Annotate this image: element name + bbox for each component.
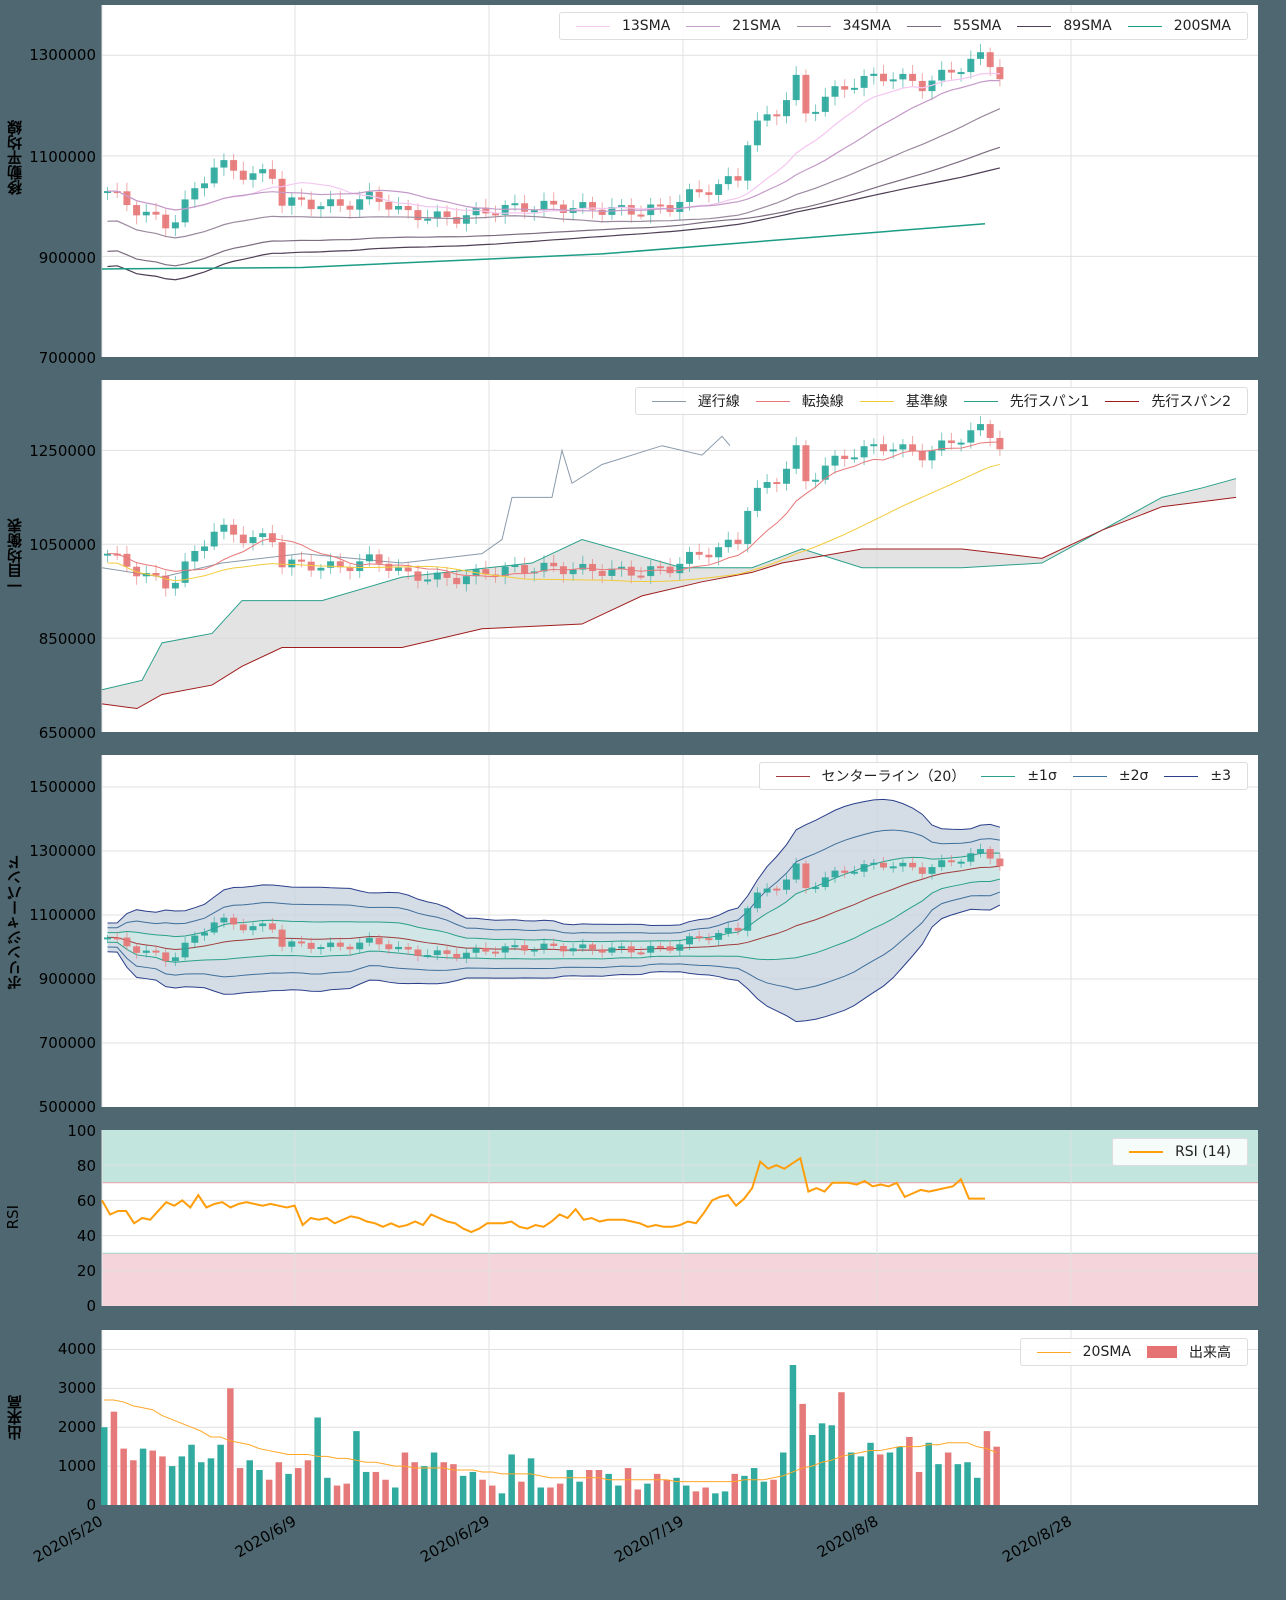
- ytick: 900000: [38, 249, 96, 267]
- ytick: 3000: [57, 1379, 96, 1397]
- legend-34sma: 34SMA: [796, 18, 891, 34]
- legend-senkou-b: 先行スパン2: [1105, 391, 1231, 411]
- ichimoku-panel: 遅行線 転換線 基準線 先行スパン1 先行スパン2: [101, 380, 1258, 732]
- xtick: 2020/8/8: [813, 1512, 881, 1562]
- xtick: 2020/6/9: [231, 1512, 299, 1562]
- ichimoku-ylabel: 一目均衡表: [6, 518, 24, 593]
- bollinger-legend: センターライン（20） ±1σ ±2σ ±3: [758, 762, 1248, 790]
- legend-senkou-a: 先行スパン1: [963, 391, 1089, 411]
- xtick: 2020/5/20: [30, 1512, 107, 1567]
- xtick: 2020/8/28: [999, 1512, 1075, 1567]
- legend-centerline: センターライン（20）: [775, 766, 965, 786]
- legend-rsi: RSI (14): [1129, 1144, 1231, 1160]
- ytick: 60: [76, 1192, 96, 1210]
- ytick: 1300000: [29, 46, 96, 64]
- ytick: 1300000: [29, 842, 96, 860]
- ytick: 650000: [38, 724, 96, 742]
- ytick: 100: [67, 1122, 96, 1140]
- ytick: 700000: [38, 1034, 96, 1052]
- ytick: 700000: [38, 349, 96, 367]
- ichimoku-legend: 遅行線 転換線 基準線 先行スパン1 先行スパン2: [634, 387, 1248, 415]
- ytick: 1100000: [29, 906, 96, 924]
- legend-3sigma: ±3: [1164, 768, 1231, 784]
- rsi-legend: RSI (14): [1112, 1138, 1248, 1166]
- sma-legend: 13SMA 21SMA 34SMA 55SMA 89SMA 200SMA: [558, 12, 1248, 40]
- legend-200sma: 200SMA: [1127, 18, 1231, 34]
- ytick: 80: [76, 1157, 96, 1175]
- ytick: 1100000: [29, 148, 96, 166]
- legend-tenkan: 転換線: [755, 391, 844, 411]
- legend-kijun: 基準線: [859, 391, 948, 411]
- rsi-ylabel: RSI: [4, 1205, 22, 1230]
- sma-panel: 13SMA 21SMA 34SMA 55SMA 89SMA 200SMA: [101, 5, 1258, 357]
- volume-legend: 20SMA 出来高: [1019, 1338, 1248, 1366]
- rsi-plot: [101, 1130, 1258, 1306]
- ytick: 2000: [57, 1418, 96, 1436]
- legend-55sma: 55SMA: [907, 18, 1001, 34]
- legend-2sigma: ±2σ: [1072, 768, 1148, 784]
- volume-panel: 20SMA 出来高: [101, 1330, 1258, 1505]
- ytick: 500000: [38, 1098, 96, 1116]
- ytick: 40: [76, 1227, 96, 1245]
- legend-89sma: 89SMA: [1017, 18, 1112, 34]
- volume-ylabel: 出来高: [6, 1395, 24, 1440]
- ytick: 20: [76, 1262, 96, 1280]
- ytick: 1500000: [29, 778, 96, 796]
- xtick: 2020/6/29: [417, 1512, 493, 1567]
- legend-volume-sma: 20SMA: [1036, 1344, 1131, 1360]
- legend-21sma: 21SMA: [686, 18, 781, 34]
- bollinger-plot: [101, 755, 1258, 1107]
- legend-chikou: 遅行線: [651, 391, 740, 411]
- bollinger-ylabel: ボリンジャーバンド: [6, 855, 24, 990]
- bollinger-panel: センターライン（20） ±1σ ±2σ ±3: [101, 755, 1258, 1107]
- ytick: 850000: [38, 630, 96, 648]
- ytick: 1050000: [29, 536, 96, 554]
- legend-13sma: 13SMA: [575, 18, 670, 34]
- ytick: 0: [86, 1496, 96, 1514]
- volume-plot: [101, 1330, 1258, 1505]
- ytick: 0: [86, 1297, 96, 1315]
- sma-plot: [101, 5, 1258, 357]
- xtick: 2020/7/19: [611, 1512, 687, 1567]
- legend-volume: 出来高: [1147, 1342, 1231, 1362]
- legend-1sigma: ±1σ: [981, 768, 1057, 784]
- sma-ylabel: 移動平均線: [6, 120, 24, 195]
- rsi-panel: RSI (14): [101, 1130, 1258, 1306]
- ytick: 4000: [57, 1340, 96, 1358]
- ytick: 1000: [57, 1457, 96, 1475]
- ytick: 1250000: [29, 442, 96, 460]
- ichimoku-plot: [101, 380, 1258, 732]
- ytick: 900000: [38, 970, 96, 988]
